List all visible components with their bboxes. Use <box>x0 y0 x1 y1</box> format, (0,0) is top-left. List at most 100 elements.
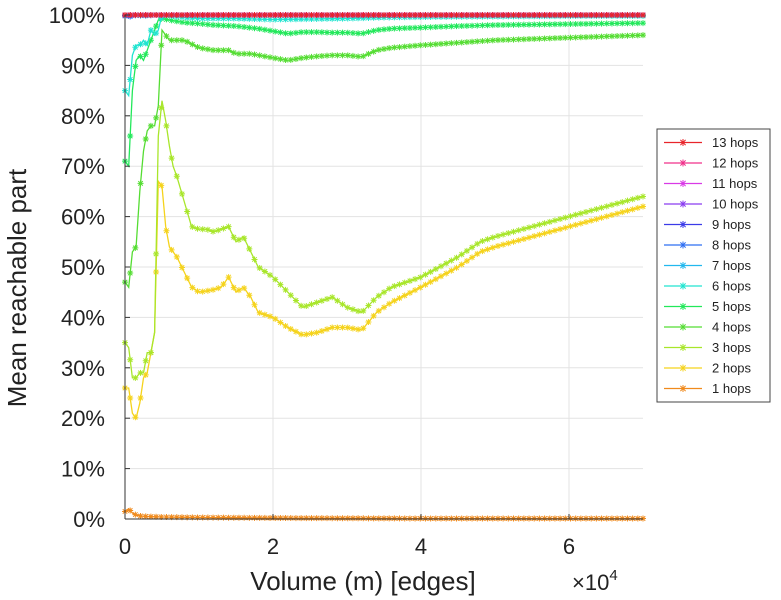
series-marker <box>344 15 351 22</box>
series-marker <box>634 12 641 18</box>
series-marker <box>546 515 553 522</box>
series-marker <box>401 279 408 286</box>
series-marker <box>386 25 393 32</box>
series-marker <box>313 15 320 22</box>
series-marker <box>679 159 687 167</box>
series-marker <box>427 515 434 522</box>
series-marker <box>142 135 149 142</box>
series-marker <box>412 287 419 294</box>
series-marker <box>158 182 165 189</box>
series-marker <box>386 285 393 292</box>
series-marker <box>443 270 450 277</box>
series-marker <box>567 12 574 18</box>
series-marker <box>153 23 160 30</box>
series-marker <box>474 240 481 247</box>
series-marker <box>194 225 201 232</box>
series-marker <box>241 514 248 521</box>
series-marker <box>199 12 206 18</box>
series-marker <box>194 44 201 51</box>
series-marker <box>303 54 310 61</box>
series-marker <box>308 515 315 522</box>
series-marker <box>562 21 569 28</box>
series-marker <box>215 47 222 54</box>
series-marker <box>344 29 351 36</box>
series-marker <box>375 12 382 18</box>
series-marker <box>679 262 687 269</box>
series-marker <box>588 515 595 522</box>
series-marker <box>194 514 201 521</box>
series-marker <box>194 20 201 27</box>
series-marker <box>355 308 362 315</box>
series-marker <box>329 324 336 331</box>
series-layer <box>122 12 646 522</box>
series-marker <box>375 307 382 314</box>
series-marker <box>230 22 237 29</box>
series-marker <box>396 515 403 522</box>
series-marker <box>246 12 253 18</box>
series-marker <box>489 12 496 18</box>
series-marker <box>453 12 460 18</box>
series-marker <box>510 238 517 245</box>
series-marker <box>220 47 227 54</box>
series-marker <box>204 15 211 22</box>
series-marker <box>189 15 196 22</box>
series-marker <box>391 12 398 18</box>
series-marker <box>427 41 434 48</box>
series-marker <box>412 42 419 49</box>
series-marker <box>469 244 476 251</box>
series-marker <box>406 12 413 18</box>
series-marker <box>127 507 134 514</box>
series-marker <box>282 30 289 37</box>
series-marker <box>292 515 299 522</box>
series-marker <box>355 12 362 18</box>
series-marker <box>474 22 481 29</box>
series-marker <box>163 12 170 18</box>
series-marker <box>557 216 564 223</box>
y-tick-label: 100% <box>49 3 105 28</box>
series-marker <box>194 15 201 22</box>
series-marker <box>344 515 351 522</box>
series-marker <box>339 15 346 22</box>
series-marker <box>572 34 579 41</box>
series-marker <box>287 56 294 63</box>
legend-item-1-hops: 1 hops <box>664 381 752 396</box>
legend-label: 1 hops <box>712 381 752 396</box>
series-marker <box>603 213 610 220</box>
series-marker <box>629 196 636 203</box>
x-axis-multiplier-exponent: 4 <box>609 567 617 584</box>
series-marker <box>505 515 512 522</box>
series-marker <box>318 328 325 335</box>
series-marker <box>515 515 522 522</box>
series-marker <box>142 12 149 18</box>
series-marker <box>598 12 605 18</box>
series-marker <box>551 12 558 18</box>
series-marker <box>142 371 149 378</box>
y-tick-label: 0% <box>73 507 105 532</box>
legend-label: 2 hops <box>712 361 752 376</box>
series-marker <box>137 395 144 402</box>
series-marker <box>391 283 398 290</box>
series-marker <box>246 245 253 252</box>
series-marker <box>679 385 687 392</box>
series-marker <box>339 324 346 331</box>
series-marker <box>422 271 429 278</box>
series-marker <box>313 515 320 522</box>
series-marker <box>640 20 646 27</box>
series-marker <box>546 21 553 28</box>
legend: 13 hops 12 hops 11 hops 10 hops 9 hops 8 hops… <box>656 128 771 403</box>
series-marker <box>360 307 367 314</box>
series-marker <box>292 16 299 23</box>
series-marker <box>230 284 237 291</box>
series-marker <box>640 193 646 200</box>
series-marker <box>355 15 362 22</box>
series-marker <box>355 30 362 37</box>
series-marker <box>577 12 584 18</box>
series-marker <box>251 51 258 58</box>
series-marker <box>463 515 470 522</box>
series-marker <box>531 223 538 230</box>
series-marker <box>365 319 372 326</box>
series-marker <box>567 213 574 220</box>
series-marker <box>562 12 569 18</box>
series-marker <box>267 12 274 18</box>
series-marker <box>199 514 206 521</box>
